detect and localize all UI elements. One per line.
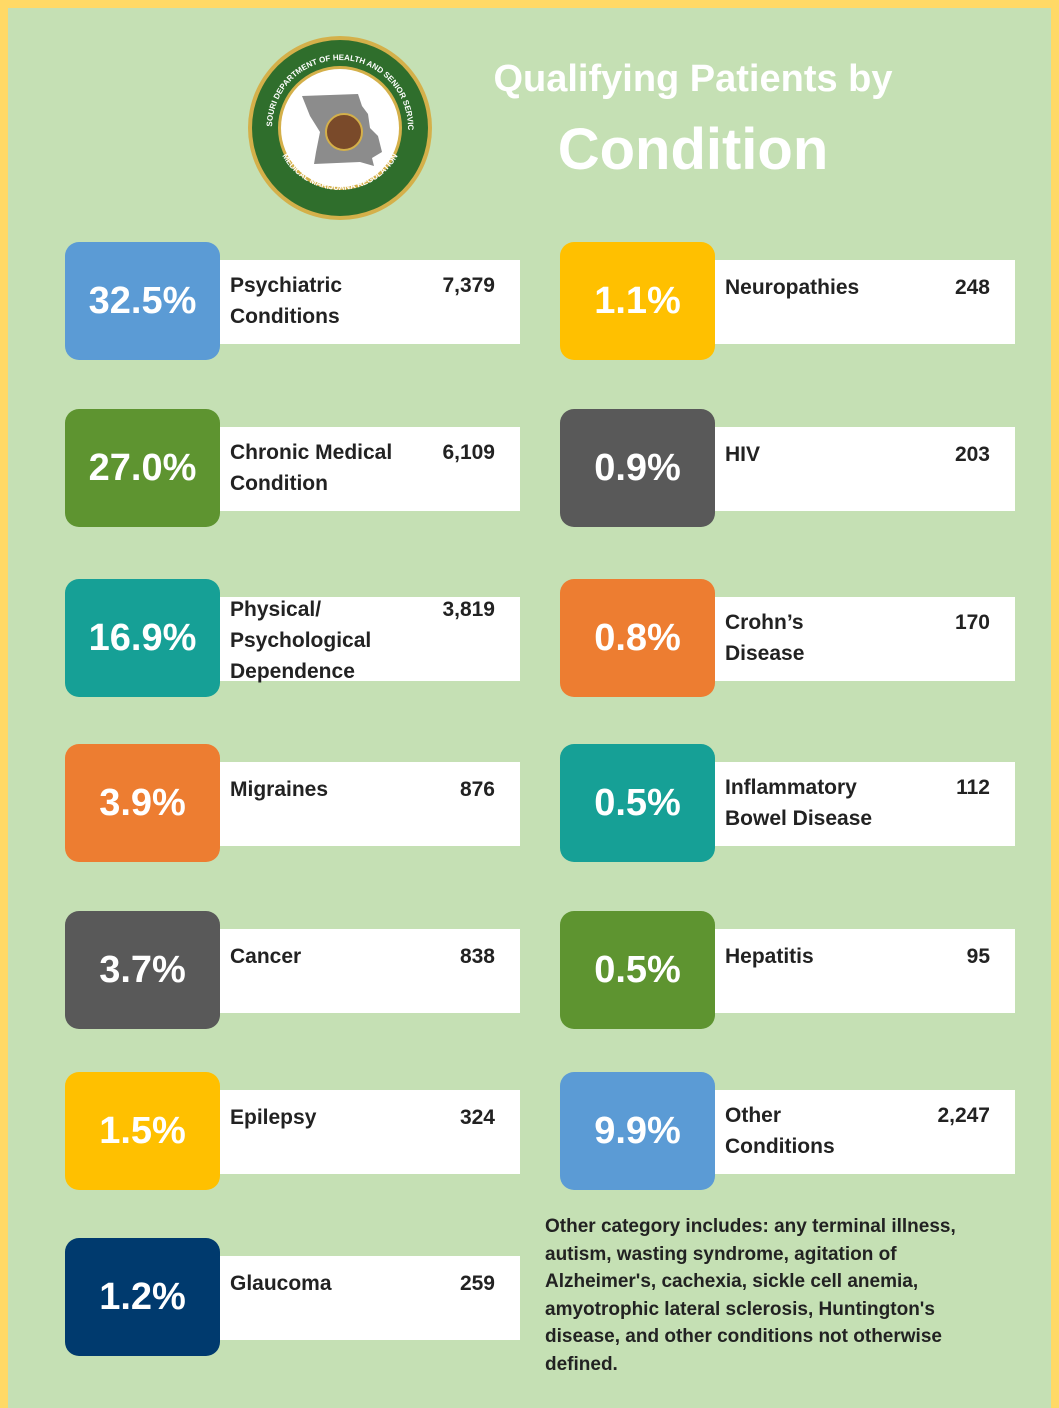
condition-label: Crohn’s Disease [725, 607, 804, 669]
patient-count: 324 [459, 1106, 495, 1129]
card-body [220, 762, 520, 846]
card-body [715, 762, 1015, 846]
condition-label: Migraines [230, 774, 328, 805]
label-line: Other [725, 1104, 782, 1127]
card-body [715, 260, 1015, 344]
condition-label: Cancer [230, 941, 301, 972]
label-line: HIV [725, 443, 761, 466]
card-body [220, 1090, 520, 1174]
title-line: Condition [557, 117, 829, 182]
label-line: Inflammatory [725, 776, 857, 799]
patient-count: 203 [954, 443, 990, 466]
card-body [715, 597, 1015, 681]
card-body [715, 929, 1015, 1013]
label-line: Physical/ [230, 597, 322, 621]
patient-count: 3,819 [442, 597, 495, 621]
footnote-line: autism, wasting syndrome, agitation of [545, 1243, 897, 1265]
condition-label: Other Conditions [725, 1100, 835, 1162]
label-line: Hepatitis [725, 945, 814, 968]
percent-box: 3.9% [65, 744, 220, 862]
seal: MISSOURI DEPARTMENT OF HEALTH AND SENIOR… [240, 28, 432, 220]
label-line: Condition [230, 472, 328, 495]
percent-box: 0.5% [560, 911, 715, 1029]
percent-box: 1.5% [65, 1072, 220, 1190]
card-body [715, 1090, 1015, 1174]
patient-count: 170 [954, 611, 990, 634]
patient-count: 838 [459, 945, 495, 968]
label-line: Conditions [230, 305, 340, 328]
patient-count: 876 [459, 778, 495, 801]
percent-box: 0.5% [560, 744, 715, 862]
condition-label: HIV [725, 439, 760, 470]
card-body [715, 427, 1015, 511]
footnote: Other category includes: any terminal il… [545, 1213, 956, 1378]
condition-label: Epilepsy [230, 1102, 316, 1133]
footnote-line: defined. [545, 1353, 618, 1375]
label-line: Neuropathies [725, 276, 860, 299]
footnote-line: amyotrophic lateral sclerosis, Huntingto… [545, 1298, 935, 1320]
footnote-line: Other category includes: any terminal il… [545, 1216, 956, 1237]
card-body [220, 1256, 520, 1340]
condition-label: Physical/Psychological Dependence [230, 594, 371, 687]
percent-box: 9.9% [560, 1072, 715, 1190]
percent-box: 1.1% [560, 242, 715, 360]
patient-count: 259 [459, 1272, 495, 1295]
condition-label: Psychiatric Conditions [230, 270, 342, 332]
condition-label: Glaucoma [230, 1268, 332, 1299]
condition-label: Hepatitis [725, 941, 814, 972]
label-line: Crohn’s [725, 611, 804, 634]
label-line: Bowel Disease [725, 807, 873, 830]
label-line: Disease [725, 642, 805, 665]
label-line: Cancer [230, 945, 302, 968]
percent-box: 0.9% [560, 409, 715, 527]
label-line: Glaucoma [230, 1272, 332, 1295]
condition-label: Inflammatory Bowel Disease [725, 772, 872, 834]
label-line: Psychiatric [230, 274, 343, 297]
patient-count: 95 [966, 945, 990, 968]
patient-count: 248 [954, 276, 990, 299]
percent-box: 32.5% [65, 242, 220, 360]
card-body [220, 260, 520, 344]
title-line: Qualifying Patients by [493, 58, 893, 100]
label-line: Migraines [230, 778, 329, 801]
label-line: Dependence [230, 659, 355, 683]
percent-box: 1.2% [65, 1238, 220, 1356]
card-body [220, 929, 520, 1013]
footnote-line: Alzheimer's, cachexia, sickle cell anemi… [545, 1271, 919, 1292]
patient-count: 6,109 [442, 441, 495, 464]
percent-box: 0.8% [560, 579, 715, 697]
patient-count: 112 [956, 776, 990, 799]
label-line: Conditions [725, 1135, 835, 1158]
condition-label: Chronic Medical Condition [230, 437, 392, 499]
label-line: Chronic Medical [230, 441, 393, 464]
patient-count: 7,379 [442, 274, 495, 297]
percent-box: 3.7% [65, 911, 220, 1029]
card-body [220, 427, 520, 511]
percent-box: 27.0% [65, 409, 220, 527]
label-line: Psychological [230, 628, 372, 652]
percent-box: 16.9% [65, 579, 220, 697]
condition-label: Neuropathies [725, 272, 859, 303]
card-body [220, 597, 520, 681]
label-line: Epilepsy [230, 1106, 317, 1129]
patient-count: 2,247 [937, 1104, 990, 1127]
footnote-line: disease, and other conditions not otherw… [545, 1326, 942, 1347]
